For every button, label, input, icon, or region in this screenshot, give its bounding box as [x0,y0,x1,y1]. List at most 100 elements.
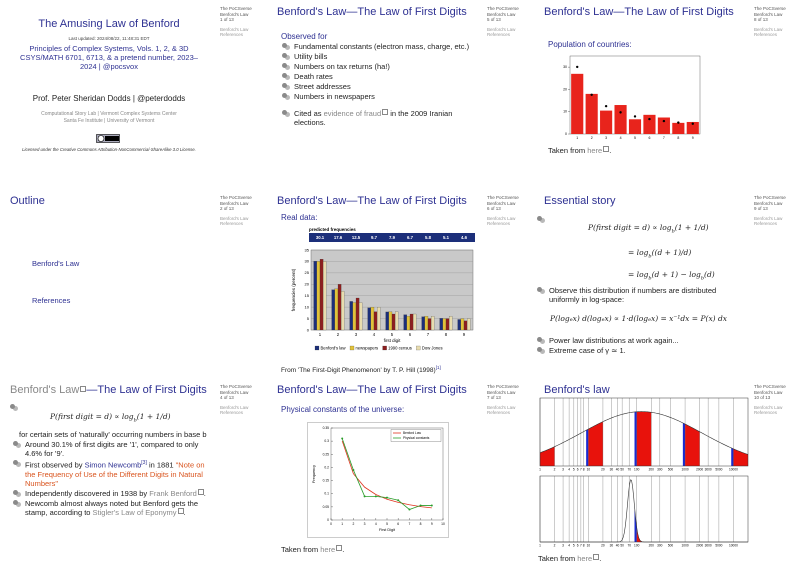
link[interactable]: here [320,545,336,554]
link-icon [197,488,204,495]
y-tick-label: 25 [305,270,310,275]
outline-item[interactable]: Benford's Law [32,259,80,268]
y-axis-label: frequencies (percent) [291,268,296,311]
header-value: 9.7 [371,235,378,240]
x-tick-label: 5 [386,522,388,526]
title-link[interactable]: Benford's Law [10,384,80,396]
link[interactable]: Frank Benford [149,488,197,498]
sidebar-section[interactable]: References [487,32,511,37]
slide-title: Benford's Law—The Law of First Digits [277,195,467,207]
text: Taken from [538,554,578,563]
bullet: Independently discovered in 1938 by Fran… [12,488,212,498]
x-tick-label: 2000 [696,544,703,548]
x-tick-label: 7 [427,332,430,337]
bullet-icon [282,83,287,88]
benford-dot [619,111,622,114]
bar [355,297,360,331]
link[interactable]: Stigler's Law of Eponymy [92,507,177,517]
sidebar-section[interactable]: Benford's Law [220,26,249,32]
sidebar-section[interactable]: References [754,410,778,415]
bar [439,318,443,331]
sidebar-section[interactable]: Benford's Law [487,215,516,221]
bar [377,307,381,331]
x-tick-label: 200 [649,468,655,472]
outline-item[interactable]: References [32,296,71,305]
sidebar-section[interactable]: References [220,32,244,37]
marker [374,495,377,498]
x-tick-label: 7 [580,544,582,548]
x-tick-label: 1 [341,522,343,526]
x-tick-label: 6 [397,522,399,526]
legend-label: 1990 census [388,346,412,351]
benford-dot [604,104,608,108]
link[interactable]: evidence of fraud [323,109,382,118]
x-tick-label: 9 [692,136,694,140]
bar [367,307,371,331]
marker [352,469,355,472]
marker [397,499,400,502]
sidebar-section[interactable]: References [487,221,511,226]
text: Cited as [294,109,324,118]
title-text: —The Law of First Digits [86,384,207,396]
slide-body: Physical constants of the universe: [281,405,481,414]
sidebar: The PoCSverse Benford's Law 6 of 13 Benford… [487,195,531,227]
header-value: 4.6 [461,235,468,240]
bar [672,122,685,134]
heading: Population of countries: [548,40,632,49]
bar [385,311,389,331]
sidebar: The PoCSverse Benford's Law 2 of 13 Benford… [220,195,264,227]
link[interactable]: Simon Newcomb [84,460,142,470]
x-tick-label: 3 [364,522,366,526]
bar [373,311,378,331]
benford-dot [662,119,666,123]
sidebar-section[interactable]: Benford's Law [487,26,516,32]
bar [600,110,613,134]
sidebar-section[interactable]: References [754,32,778,37]
sidebar-section[interactable]: Benford's Law [754,26,783,32]
x-tick-label: 7 [580,468,582,472]
sidebar-section[interactable]: Benford's Law [220,404,249,410]
citation[interactable]: [3] [141,460,147,466]
x-tick-label: 4 [620,136,622,140]
distribution-curve [540,479,748,543]
citation[interactable]: [1] [435,365,441,370]
subscript: b [700,275,705,282]
sidebar-section[interactable]: References [220,410,244,415]
sidebar-section[interactable]: References [754,221,778,226]
equation-part: = log [628,270,649,279]
sidebar-section[interactable]: Benford's Law [754,215,783,221]
sidebar-section[interactable]: Benford's Law [487,404,516,410]
sidebar-section[interactable]: Benford's Law [220,215,249,221]
sidebar-section[interactable]: References [220,221,244,226]
deck-title: The Amusing Law of Benford [38,18,180,30]
x-tick-label: 300 [657,544,663,548]
slide-body: Power law distributions at work again...… [536,335,736,355]
slide-body: for certain sets of 'naturally' occurrin… [12,430,212,517]
slide-body: Population of countries: [548,40,748,49]
sidebar-topic: Benford's Law [754,11,783,17]
y-tick-label: 0.25 [323,452,330,456]
slide: Benford's Law—The Law of First Digits Re… [267,189,533,377]
link[interactable]: "Note on the Frequency of Use of the Dif… [25,460,205,488]
marker [363,495,366,498]
link[interactable]: here [577,554,593,563]
slide-body: Observed for Fundamental constants (elec… [281,32,481,127]
bar [686,121,699,134]
legend-swatch [416,345,421,351]
text: Power law distributions at work again... [549,336,679,345]
benford-dot [677,121,680,124]
header-band [309,233,475,242]
digit-region [682,422,686,466]
sidebar-section[interactable]: Benford's Law [754,404,783,410]
y-tick-label: 0.3 [324,439,329,443]
equation-part: (d) [704,270,715,279]
link[interactable]: here [587,146,603,155]
y-tick-label: 10 [305,304,310,309]
x-tick-label: 5 [573,468,575,472]
x-tick-label: 6 [577,544,579,548]
bar [370,307,375,331]
bullet: Extreme case of γ ≃ 1. [536,346,736,355]
text: Extreme case of γ ≃ 1. [549,346,626,355]
bullet: Fundamental constants (electron mass, ch… [281,42,481,51]
sidebar-section[interactable]: References [487,410,511,415]
